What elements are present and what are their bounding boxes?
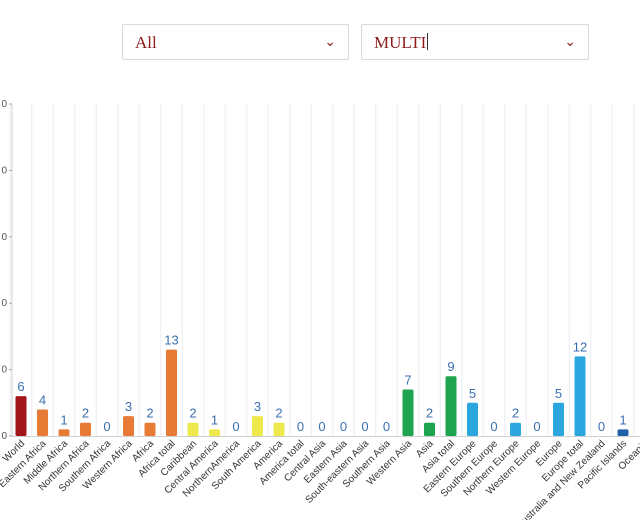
bar-value-label: 2	[512, 406, 519, 421]
bar[interactable]	[445, 376, 457, 436]
bar-value-label: 2	[189, 406, 196, 421]
bar[interactable]	[424, 422, 435, 436]
y-tick-label: 0	[1, 165, 7, 176]
region-select-value: All	[135, 33, 157, 52]
bar-value-label: 0	[383, 419, 390, 434]
bar[interactable]	[37, 409, 48, 436]
y-tick-label: 0	[1, 431, 7, 442]
bar[interactable]	[252, 416, 263, 436]
bar[interactable]	[209, 429, 220, 436]
bar-value-label: 1	[60, 412, 67, 427]
bar[interactable]	[617, 429, 629, 436]
y-tick-label: 0	[1, 365, 7, 376]
bar-value-label: 2	[146, 406, 153, 421]
y-tick-label: 0	[1, 298, 7, 309]
bar-value-label: 12	[573, 339, 587, 354]
bar[interactable]	[574, 356, 586, 436]
bar-value-label: 3	[254, 399, 261, 414]
bar[interactable]	[187, 422, 199, 436]
bar-value-label: 4	[39, 392, 46, 407]
bar-value-label: 1	[211, 412, 218, 427]
bar[interactable]	[58, 429, 70, 436]
type-select-text: MULTI	[374, 33, 427, 52]
bar[interactable]	[553, 402, 564, 436]
bar-value-label: 2	[426, 406, 433, 421]
bar[interactable]	[166, 349, 177, 436]
bar[interactable]	[15, 396, 27, 436]
bar[interactable]	[80, 422, 91, 436]
region-select[interactable]: All ⌄	[122, 24, 349, 60]
bar-value-label: 5	[555, 386, 562, 401]
bar-value-label: 0	[297, 419, 304, 434]
bar-value-label: 0	[533, 419, 540, 434]
bar[interactable]	[273, 422, 285, 436]
bar[interactable]	[467, 402, 478, 436]
bar-value-label: 7	[404, 373, 411, 388]
bar-value-label: 2	[82, 406, 89, 421]
y-tick-label: 0	[1, 232, 7, 243]
bar-value-label: 9	[447, 359, 454, 374]
chevron-down-icon: ⌄	[564, 33, 576, 49]
bar-value-label: 1	[619, 412, 626, 427]
text-cursor	[427, 33, 429, 50]
bar[interactable]	[123, 416, 134, 436]
bar-value-label: 0	[361, 419, 368, 434]
bar-value-label: 0	[318, 419, 325, 434]
bar-value-label: 0	[490, 419, 497, 434]
type-select[interactable]: MULTI ⌄	[361, 24, 589, 60]
bar-value-label: 0	[340, 419, 347, 434]
bar-value-label: 0	[598, 419, 605, 434]
bar-value-label: 0	[232, 419, 239, 434]
bar[interactable]	[402, 389, 414, 436]
bar-value-label: 5	[469, 386, 476, 401]
bar-value-label: 0	[103, 419, 110, 434]
bar-value-label: 6	[17, 379, 24, 394]
bar[interactable]	[144, 422, 156, 436]
bar[interactable]	[510, 422, 521, 436]
bar-value-label: 2	[275, 406, 282, 421]
bar-value-label: 13	[164, 333, 178, 348]
type-select-value: MULTI	[374, 33, 429, 53]
bar-value-label: 3	[125, 399, 132, 414]
chevron-down-icon: ⌄	[324, 33, 336, 49]
y-tick-label: 0	[1, 99, 7, 110]
